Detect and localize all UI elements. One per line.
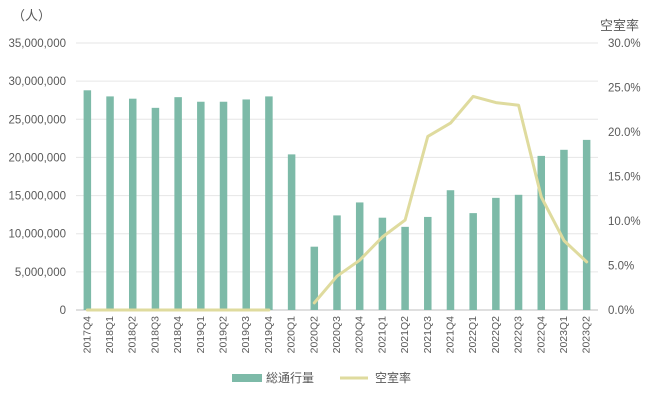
- bar: [424, 216, 432, 310]
- bar-series-total-traffic: [83, 90, 591, 311]
- bar: [128, 98, 137, 310]
- x-tick-label: 2017Q4: [81, 316, 93, 354]
- left-tick-label: 25,000,000: [8, 114, 66, 126]
- bar: [197, 101, 205, 311]
- left-tick-label: 0: [60, 305, 66, 317]
- bar: [537, 155, 546, 310]
- x-tick-label: 2019Q1: [195, 316, 207, 354]
- bar: [310, 246, 319, 310]
- right-tick-label: 30.0%: [608, 38, 641, 50]
- left-tick-label: 30,000,000: [8, 76, 66, 88]
- x-tick-label: 2022Q2: [490, 316, 502, 354]
- left-axis-unit-label: （人）: [12, 8, 51, 23]
- bar: [242, 99, 250, 310]
- bar: [582, 139, 591, 310]
- bar: [83, 90, 92, 310]
- legend-label-total-traffic: 総通行量: [266, 371, 314, 385]
- x-tick-label: 2022Q1: [467, 316, 479, 354]
- bar: [333, 215, 341, 310]
- legend-swatch-total-traffic: [232, 374, 262, 382]
- left-axis-ticks: 0 5,000,000 10,000,000 15,000,000 20,000,000…: [8, 38, 66, 317]
- right-tick-label: 25.0%: [608, 83, 641, 95]
- bar: [265, 96, 273, 311]
- bar: [355, 202, 364, 310]
- bar: [106, 96, 114, 311]
- x-tick-label: 2022Q3: [513, 316, 525, 354]
- bar: [492, 197, 500, 310]
- bar: [446, 190, 455, 310]
- right-axis-unit-label: 空室率: [600, 18, 639, 33]
- x-tick-label: 2021Q1: [376, 316, 388, 354]
- right-axis-ticks: 0.0% 5.0% 10.0% 15.0% 20.0% 25.0% 30.0%: [608, 38, 641, 317]
- x-tick-label: 2018Q4: [172, 316, 184, 354]
- right-tick-label: 10.0%: [608, 216, 641, 228]
- bar: [174, 97, 182, 310]
- x-tick-label: 2019Q4: [263, 316, 275, 354]
- x-tick-label: 2018Q1: [104, 316, 116, 354]
- legend-label-vacancy-rate: 空室率: [375, 370, 411, 385]
- left-tick-label: 5,000,000: [15, 267, 66, 279]
- bar: [469, 213, 477, 310]
- x-tick-label: 2021Q3: [422, 316, 434, 354]
- x-axis-ticks: 2017Q4 2018Q1 2018Q2 2018Q3 2018Q4 2019Q1 2019…: [81, 316, 592, 354]
- x-tick-label: 2018Q3: [149, 316, 161, 354]
- bar: [287, 154, 296, 310]
- bar: [560, 149, 568, 310]
- x-tick-label: 2018Q2: [127, 316, 139, 354]
- x-tick-label: 2020Q3: [331, 316, 343, 354]
- left-tick-label: 15,000,000: [8, 191, 66, 203]
- x-tick-label: 2020Q2: [308, 316, 320, 354]
- x-tick-label: 2019Q2: [218, 316, 230, 354]
- bar: [151, 107, 160, 310]
- x-tick-label: 2022Q4: [535, 316, 547, 354]
- left-tick-label: 10,000,000: [8, 229, 66, 241]
- vacancy-rate-line: [312, 94, 589, 305]
- left-tick-label: 20,000,000: [8, 152, 66, 164]
- x-tick-label: 2019Q3: [240, 316, 252, 354]
- right-tick-label: 20.0%: [608, 127, 641, 139]
- x-tick-label: 2021Q2: [399, 316, 411, 354]
- x-tick-label: 2020Q1: [286, 316, 298, 354]
- x-tick-label: 2023Q2: [581, 316, 593, 354]
- right-tick-label: 5.0%: [608, 261, 634, 273]
- bar: [219, 101, 228, 311]
- x-tick-label: 2020Q4: [354, 316, 366, 354]
- x-tick-label: 2023Q1: [558, 316, 570, 354]
- right-tick-label: 15.0%: [608, 172, 641, 184]
- bar: [378, 217, 387, 310]
- left-tick-label: 35,000,000: [8, 38, 66, 50]
- line-series-vacancy-rate: [85, 94, 589, 312]
- x-tick-label: 2021Q4: [444, 316, 456, 354]
- bar: [514, 194, 523, 310]
- legend: 総通行量 空室率: [232, 370, 411, 385]
- bar: [401, 226, 409, 310]
- right-tick-label: 0.0%: [608, 305, 634, 317]
